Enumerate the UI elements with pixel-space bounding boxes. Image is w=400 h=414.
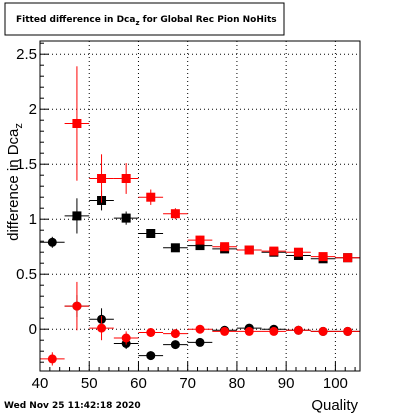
data-point — [244, 326, 254, 336]
x-tick-label: 70 — [179, 375, 196, 392]
data-point — [343, 253, 353, 263]
plot-frame — [39, 40, 361, 372]
y-axis-title-main: difference in Dca — [5, 128, 22, 241]
footer-timestamp: Wed Nov 25 11:42:18 2020 — [4, 401, 141, 411]
data-point — [170, 243, 180, 253]
series-2 — [64, 66, 360, 263]
x-tick-label: 80 — [229, 375, 246, 392]
data-point — [220, 242, 230, 252]
data-point — [244, 245, 254, 255]
data-point — [195, 324, 205, 334]
data-point — [47, 354, 57, 364]
data-point — [146, 192, 156, 202]
y-tick-label: 2 — [29, 101, 37, 118]
chart-title-subscript: z — [135, 19, 139, 27]
data-point — [146, 351, 156, 361]
data-point — [195, 241, 205, 251]
data-point — [318, 252, 328, 262]
y-tick-label: 2.5 — [16, 46, 37, 63]
data-marks — [40, 66, 360, 366]
data-point — [72, 301, 82, 311]
y-tick-label: 0 — [29, 321, 37, 338]
data-point — [293, 247, 303, 257]
data-point — [170, 340, 180, 350]
title-box: Fitted difference in Dcaz for Global Rec… — [4, 2, 285, 36]
y-tick-label: 0.5 — [16, 266, 37, 283]
data-point — [318, 326, 328, 336]
data-point — [121, 213, 131, 223]
data-point — [97, 323, 107, 333]
axis-ticks: 40 50 60 70 80 90 100 0 0.5 1 1.5 2 2.5 — [16, 42, 356, 392]
plot-area — [40, 41, 360, 371]
data-point — [121, 333, 131, 343]
data-point — [121, 174, 131, 183]
y-tick-label: 1.5 — [16, 156, 37, 173]
y-tick-label: 1 — [29, 211, 37, 228]
x-tick-label: 90 — [278, 375, 295, 392]
chart-title: Fitted difference in Dcaz for Global Rec… — [16, 15, 277, 27]
data-point — [269, 246, 279, 256]
data-point — [343, 326, 353, 336]
data-point — [47, 237, 57, 247]
x-axis-title: Quality — [311, 397, 358, 414]
chart-title-suffix: for Global Rec Pion NoHits — [140, 15, 277, 25]
x-tick-label: 50 — [81, 375, 98, 392]
y-axis-title: difference in Dcaz — [5, 123, 25, 241]
data-point — [220, 326, 230, 336]
data-point — [72, 211, 82, 221]
data-point — [146, 328, 156, 337]
x-tick-label: 60 — [130, 375, 147, 392]
series-3 — [40, 281, 360, 366]
data-point — [170, 209, 180, 219]
data-point — [170, 329, 180, 339]
chart-title-main: Fitted difference in Dca — [16, 15, 135, 25]
data-point — [72, 119, 82, 128]
x-tick-label: 100 — [323, 375, 348, 392]
y-axis-title-subscript: z — [13, 123, 25, 129]
data-point — [97, 174, 107, 183]
title-frame — [4, 2, 285, 36]
data-point — [195, 337, 205, 347]
data-point — [195, 235, 205, 245]
data-point — [146, 229, 156, 238]
x-tick-label: 40 — [32, 375, 49, 392]
data-point — [269, 326, 279, 336]
data-point — [293, 325, 303, 335]
